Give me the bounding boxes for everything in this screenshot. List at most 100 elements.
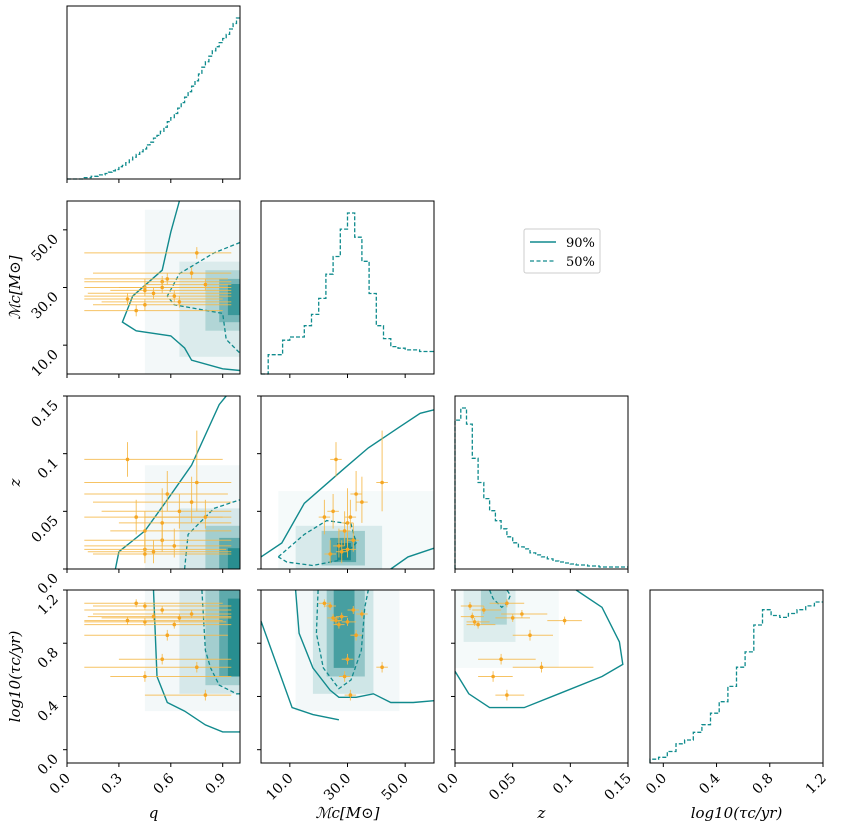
data-point <box>345 620 350 624</box>
data-point <box>151 549 156 554</box>
contour50-z-tau <box>488 589 512 609</box>
x-tick-label: 50.0 <box>379 771 412 804</box>
data-point <box>339 614 344 619</box>
data-point <box>380 480 384 485</box>
contour50-q-mc <box>166 241 241 354</box>
density-cell <box>227 548 240 569</box>
contour50-mc-tau <box>315 589 369 690</box>
data-point <box>331 509 335 514</box>
data-point <box>360 612 364 616</box>
data-point <box>172 622 177 627</box>
data-point <box>172 544 177 548</box>
data-point <box>143 288 147 293</box>
data-point <box>177 616 182 620</box>
y-tick-label: 0.8 <box>35 645 62 672</box>
data-point <box>143 552 147 556</box>
x-tick-label: 10.0 <box>263 771 296 804</box>
density-cell <box>227 284 240 316</box>
x-tick-label: 0.9 <box>202 771 229 798</box>
data-point <box>322 601 327 606</box>
x-tick-label: 0.0 <box>435 771 462 798</box>
data-point <box>505 601 509 606</box>
data-point <box>160 608 164 612</box>
data-point <box>510 616 515 620</box>
x-tick-label: 0.1 <box>550 771 577 798</box>
data-point <box>354 492 358 496</box>
data-point <box>472 620 477 624</box>
data-point <box>165 277 170 281</box>
data-point <box>177 509 182 514</box>
data-point <box>177 300 182 304</box>
data-point <box>125 618 130 623</box>
data-point <box>339 549 344 554</box>
x-tick-label: 0.0 <box>47 771 74 798</box>
data-point <box>165 633 170 637</box>
data-point <box>520 612 524 616</box>
data-point <box>125 297 130 301</box>
contour90-z-tau <box>454 589 624 709</box>
panel-1-1 <box>260 200 435 375</box>
data-point <box>331 616 335 620</box>
data-point <box>328 552 333 556</box>
marginal-hist-mc <box>261 212 434 375</box>
y-tick-label: 30.0 <box>28 289 61 322</box>
x-tick-label: 0.6 <box>151 770 178 797</box>
density-mc-tau <box>295 590 400 712</box>
x-axis-label-q: q <box>149 804 159 822</box>
density-q-mc <box>144 209 241 374</box>
data-point <box>143 529 147 533</box>
panel-3-2 <box>454 589 629 764</box>
legend-label-90: 90% <box>566 236 595 251</box>
data-point <box>328 604 333 608</box>
data-point <box>345 547 350 552</box>
y-tick-label: 0.15 <box>28 398 61 431</box>
data-point <box>337 622 341 627</box>
density-cell <box>144 209 241 374</box>
data-point <box>160 521 164 525</box>
legend-label-50: 50% <box>566 255 595 270</box>
y-tick-label: 10.0 <box>28 347 61 380</box>
data-point <box>354 633 358 637</box>
x-tick-label: 0.3 <box>99 771 126 798</box>
data-point <box>468 604 472 608</box>
x-tick-label: 30.0 <box>321 771 354 804</box>
data-point <box>134 515 138 519</box>
contour90-mc-z-b <box>390 547 435 570</box>
data-point <box>125 457 130 462</box>
data-point <box>505 693 509 697</box>
y-axis-label-tau: log10(τc/yr) <box>6 631 24 723</box>
y-tick-label: 0.05 <box>28 513 61 546</box>
data-point <box>189 500 194 504</box>
data-point <box>476 622 480 627</box>
data-point <box>348 515 353 519</box>
data-point <box>134 308 138 313</box>
data-point <box>348 693 353 697</box>
y-tick-label: 0.1 <box>35 455 62 482</box>
data-point <box>345 657 350 661</box>
data-point <box>195 480 199 485</box>
data-point <box>172 294 177 298</box>
y-tick-label: 1.2 <box>35 592 62 619</box>
data-point <box>143 604 147 608</box>
data-point <box>160 657 164 661</box>
y-tick-label: 0.4 <box>35 698 62 725</box>
density-cell <box>480 590 507 625</box>
data-point <box>380 665 384 669</box>
data-point <box>337 544 341 548</box>
data-point <box>334 457 338 462</box>
data-point <box>499 657 503 661</box>
contour50-mc-z <box>277 519 357 567</box>
data-point <box>203 515 208 519</box>
x-tick-label: 0.15 <box>601 771 634 804</box>
data-point <box>345 521 350 525</box>
data-point <box>189 271 194 275</box>
data-point <box>539 665 544 669</box>
data-point <box>143 303 147 307</box>
x-tick-label: 0.8 <box>750 771 777 798</box>
data-point <box>134 601 138 606</box>
data-point <box>151 291 156 296</box>
panel-3-0 <box>66 589 241 764</box>
contour90-mc-tau <box>294 589 435 704</box>
density-cell <box>333 590 355 668</box>
